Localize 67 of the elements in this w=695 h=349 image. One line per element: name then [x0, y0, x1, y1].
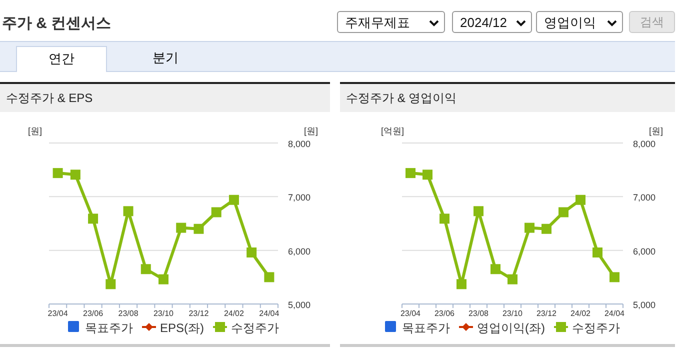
- x-tick-label: 23/08: [468, 309, 490, 318]
- y2-tick-label: 6,000: [288, 246, 311, 256]
- x-tick-label: 24/02: [224, 309, 245, 318]
- text: 주재무제표: [337, 11, 445, 33]
- legend-label: 목표주가: [402, 321, 450, 335]
- x-tick-label: 24/02: [570, 309, 592, 318]
- y2-tick-label: 6,000: [633, 246, 656, 256]
- point: [440, 214, 450, 224]
- y2-tick-label: 8,000: [633, 139, 656, 149]
- point: [406, 168, 416, 178]
- point: [194, 224, 204, 234]
- x-tick-label: 23/06: [83, 309, 104, 318]
- x-tick-label: 23/04: [48, 309, 68, 318]
- legend-label: 수정주가: [231, 321, 280, 335]
- y2-tick-label: 5,000: [288, 300, 311, 310]
- y2-tick-label: 7,000: [288, 192, 311, 203]
- point: [52, 168, 63, 178]
- text: 2024/12: [452, 11, 532, 33]
- legend-label: 수정주가: [572, 321, 620, 335]
- point: [576, 194, 586, 205]
- point: [106, 279, 116, 290]
- y2-axis-title: [원]: [649, 126, 664, 136]
- y2-tick-label: 8,000: [288, 139, 311, 149]
- point: [422, 170, 432, 180]
- chart-title: 수정주가 & 영업이익: [346, 90, 457, 107]
- text: 분기: [152, 49, 180, 67]
- y2-axis-title: [원]: [304, 126, 318, 136]
- x-tick-label: 23/06: [434, 309, 456, 318]
- point: [592, 247, 602, 258]
- x-tick-label: 23/08: [118, 309, 139, 318]
- point: [211, 207, 222, 218]
- text: 영업이익: [536, 11, 623, 33]
- point: [490, 264, 500, 274]
- point: [474, 206, 484, 216]
- point: [123, 206, 134, 216]
- legend-label: EPS(좌): [160, 321, 204, 335]
- x-tick-label: 23/04: [400, 309, 422, 318]
- y-axis-title: [억원]: [381, 126, 404, 136]
- point: [508, 274, 518, 284]
- legend-label: 영업이익(좌): [477, 321, 545, 335]
- x-tick-label: 24/04: [604, 309, 626, 318]
- x-tick-label: 23/12: [536, 309, 558, 318]
- point: [176, 222, 186, 233]
- point: [158, 274, 168, 284]
- text: 주가 & 컨센서스: [2, 14, 112, 33]
- point: [456, 279, 466, 290]
- point: [246, 247, 257, 258]
- chart-title: 수정주가 & EPS: [6, 90, 93, 107]
- y2-tick-label: 7,000: [633, 192, 656, 203]
- x-tick-label: 23/10: [153, 309, 174, 318]
- point: [558, 207, 568, 218]
- point: [140, 264, 151, 274]
- point: [228, 194, 239, 205]
- point: [524, 222, 534, 233]
- text: 검색: [629, 11, 675, 33]
- x-tick-label: 23/12: [188, 309, 210, 318]
- text: 연간: [16, 46, 107, 72]
- y2-tick-label: 5,000: [633, 300, 656, 310]
- x-tick-label: 23/10: [502, 309, 524, 318]
- y-axis-title: [원]: [28, 126, 42, 136]
- point: [610, 272, 620, 282]
- point: [88, 214, 98, 224]
- point: [542, 224, 552, 234]
- point: [264, 272, 274, 282]
- x-tick-label: 24/04: [259, 309, 280, 318]
- point: [70, 170, 80, 180]
- legend-label: 목표주가: [85, 321, 133, 335]
